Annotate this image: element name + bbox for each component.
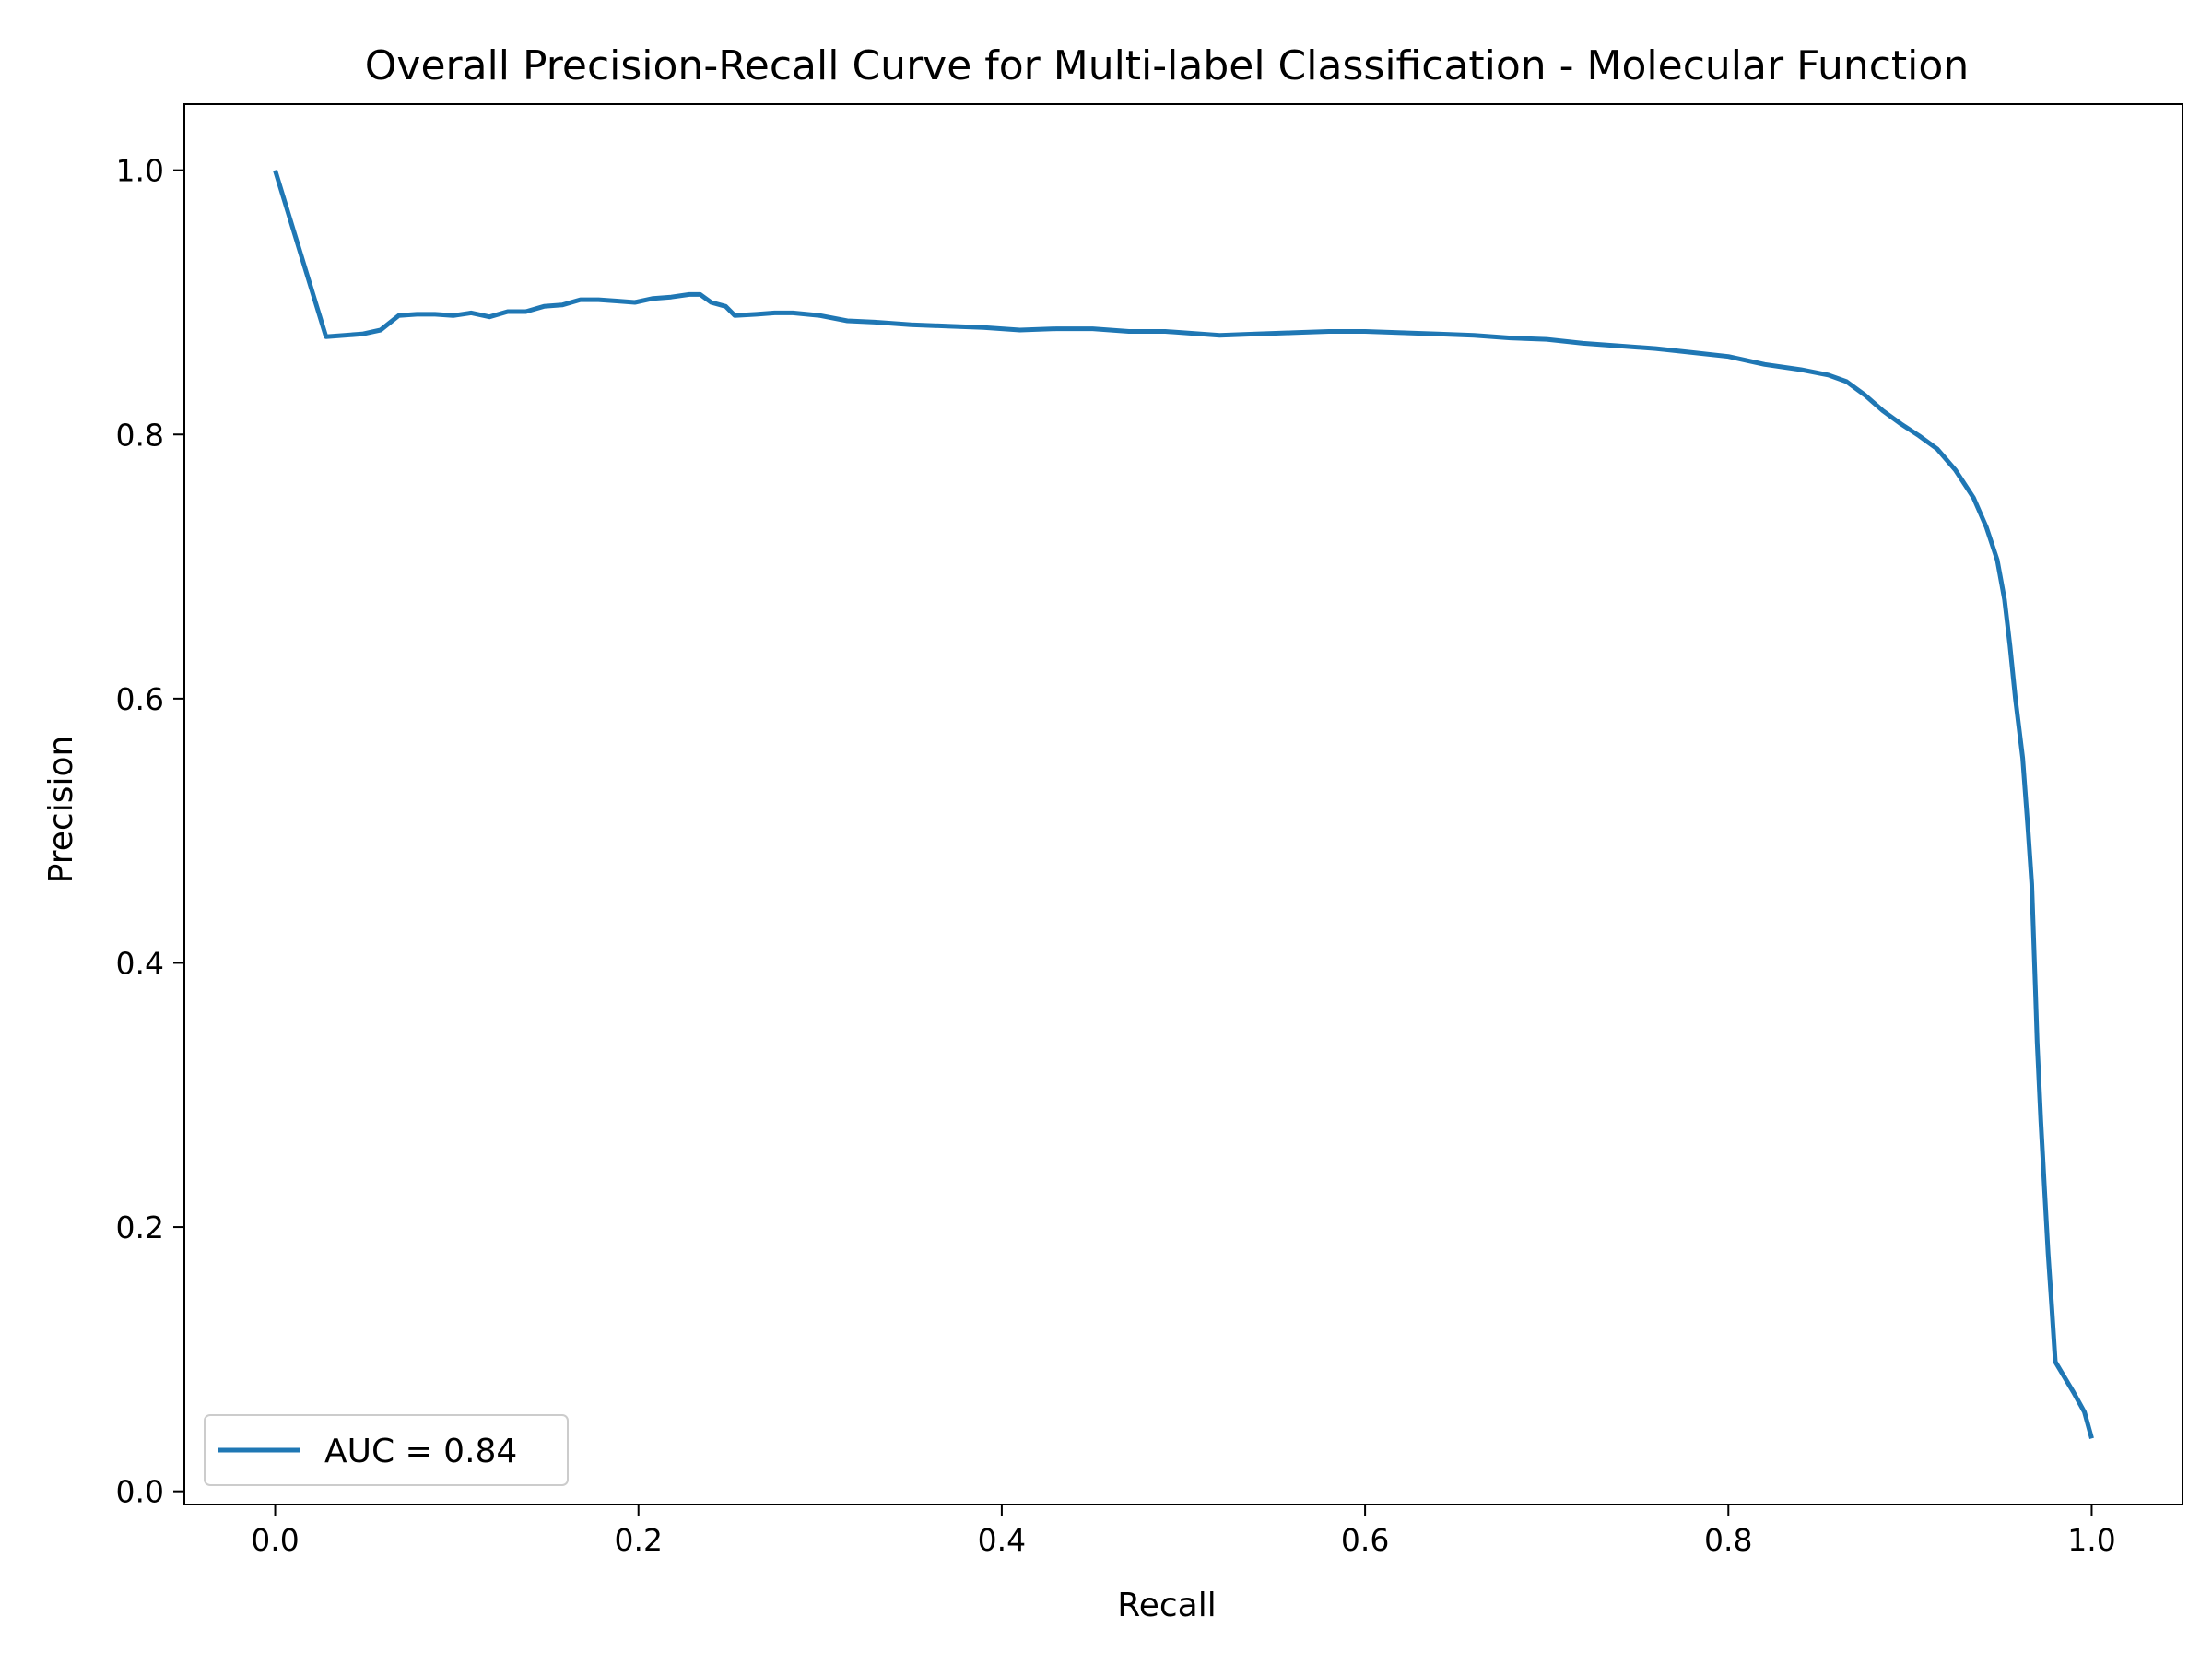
legend-entry-label: AUC = 0.84 <box>324 1433 517 1470</box>
y-tick-label: 1.0 <box>116 153 164 189</box>
x-tick-label: 0.8 <box>1704 1522 1752 1558</box>
y-tick-label: 0.6 <box>116 681 164 717</box>
x-tick-label: 0.4 <box>978 1522 1026 1558</box>
legend-box <box>204 1414 569 1486</box>
x-tick-label: 1.0 <box>2067 1522 2115 1558</box>
y-tick-label: 0.2 <box>116 1210 164 1245</box>
y-tick-label: 0.8 <box>116 417 164 453</box>
x-tick-label: 0.6 <box>1341 1522 1389 1558</box>
y-tick-label: 0.0 <box>116 1474 164 1510</box>
y-axis-label: Precision <box>42 736 80 884</box>
x-tick-label: 0.0 <box>251 1522 299 1558</box>
x-tick-label: 0.2 <box>614 1522 662 1558</box>
y-tick-label: 0.4 <box>116 945 164 981</box>
legend: AUC = 0.84 <box>204 1414 569 1486</box>
plot-area: 0.0 0.2 0.4 0.6 0.8 1.0 0.0 0.2 0.4 0.6 0.8 1.0 <box>116 103 2183 1558</box>
chart-title: Overall Precision-Recall Curve for Multi… <box>365 42 1969 89</box>
axes-frame <box>183 103 2183 1505</box>
x-axis-label: Recall <box>1117 1587 1216 1624</box>
series-line-0 <box>273 169 2094 1439</box>
